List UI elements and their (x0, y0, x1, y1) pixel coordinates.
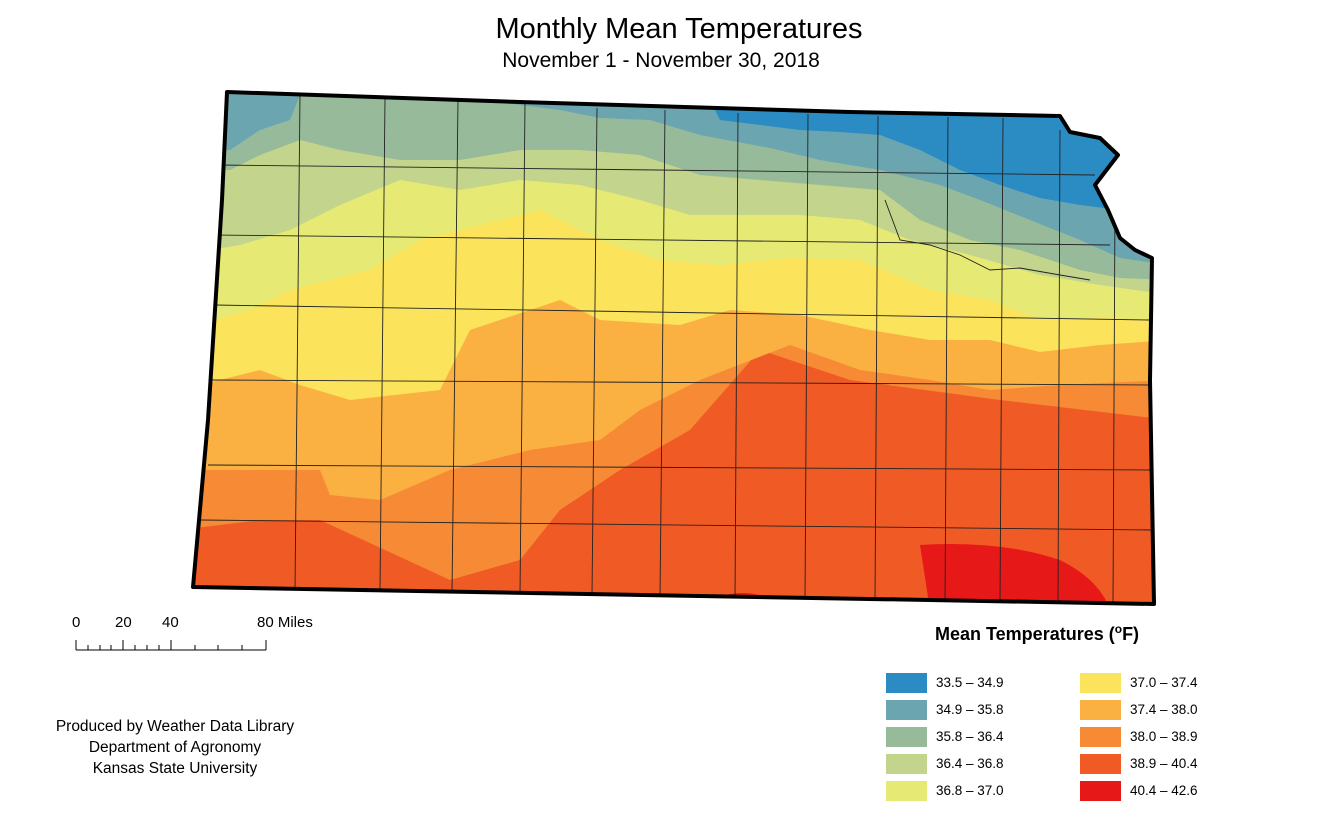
county-boundaries (199, 94, 1154, 604)
map-title: Monthly Mean Temperatures (495, 13, 863, 45)
credit-line-1: Produced by Weather Data Library (55, 718, 295, 735)
legend-swatch (886, 754, 927, 774)
legend-title-text: Mean Temperatures ( (935, 624, 1115, 644)
legend-label: 37.0 – 37.4 (1130, 675, 1198, 690)
legend-swatch (1080, 700, 1121, 720)
legend-label: 38.0 – 38.9 (1130, 729, 1198, 744)
legend-unit: F) (1122, 624, 1140, 644)
credit-text: Produced by Weather Data Library Departm… (20, 716, 330, 779)
legend-label: 40.4 – 42.6 (1130, 783, 1198, 798)
scale-label-0: 0 (72, 614, 81, 631)
legend-label: 36.4 – 36.8 (936, 756, 1004, 771)
kansas-state-border (191, 90, 1156, 606)
river-boundary (884, 199, 1091, 281)
legend-title: Mean Temperatures (oF) (935, 622, 1139, 645)
legend-label: 38.9 – 40.4 (1130, 756, 1198, 771)
legend-label: 33.5 – 34.9 (936, 675, 1004, 690)
map-subtitle: November 1 - November 30, 2018 (502, 49, 820, 72)
legend-swatch (1080, 754, 1121, 774)
scale-label-20: 20 (115, 614, 132, 631)
legend-label: 35.8 – 36.4 (936, 729, 1004, 744)
scale-label-40: 40 (162, 614, 179, 631)
legend-swatch (1080, 781, 1121, 801)
scale-ruler (75, 640, 267, 651)
credit-line-2: Department of Agronomy (88, 739, 262, 756)
legend-swatch (1080, 727, 1121, 747)
legend-degree: o (1114, 622, 1123, 636)
legend-swatch (886, 781, 927, 801)
legend-swatch (1080, 673, 1121, 693)
legend-swatch (886, 727, 927, 747)
legend-label: 34.9 – 35.8 (936, 702, 1004, 717)
legend-label: 36.8 – 37.0 (936, 783, 1004, 798)
temperature-bands (193, 92, 1154, 604)
legend-swatch (886, 673, 927, 693)
legend-label: 37.4 – 38.0 (1130, 702, 1198, 717)
legend-swatch (886, 700, 927, 720)
scale-bar: 0 20 40 80 Miles (70, 614, 350, 664)
scale-label-80: 80 Miles (257, 614, 313, 631)
credit-line-3: Kansas State University (92, 760, 258, 777)
